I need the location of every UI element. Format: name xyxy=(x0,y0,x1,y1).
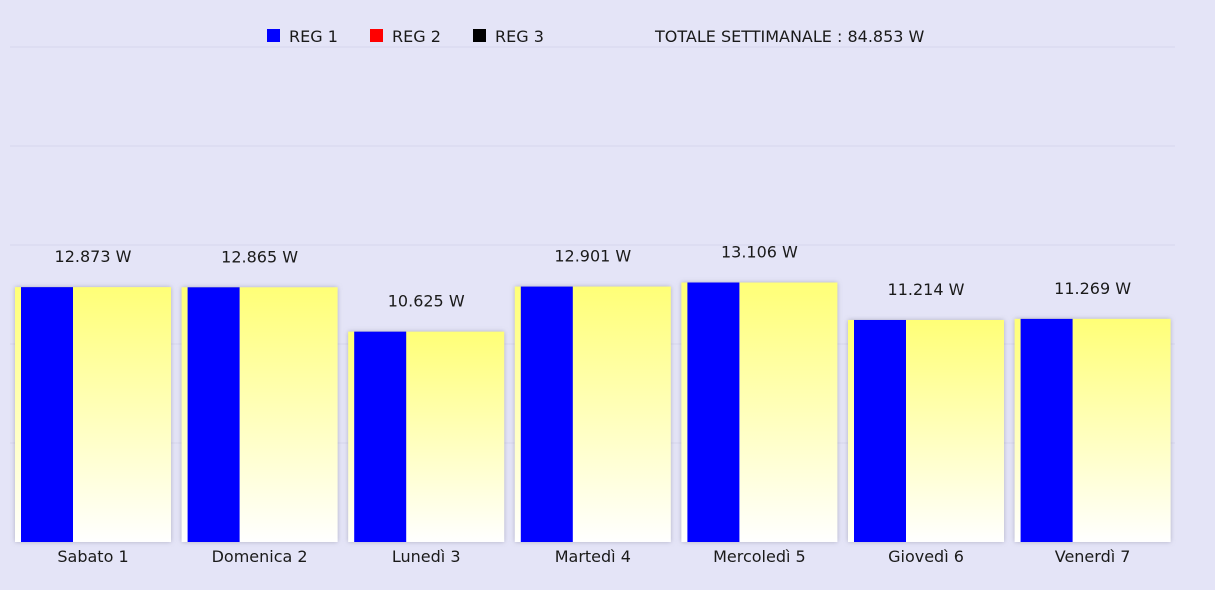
bar-value-label: 11.269 W xyxy=(1054,279,1131,298)
category-label: Mercoledì 5 xyxy=(713,547,806,566)
category-label: Venerdì 7 xyxy=(1055,547,1131,566)
legend-swatch xyxy=(473,29,486,42)
category-label: Lunedì 3 xyxy=(392,547,461,566)
bar-group: 12.873 W Sabato 1 xyxy=(15,247,171,566)
reg1-bar xyxy=(354,331,407,542)
bar-value-label: 10.625 W xyxy=(388,292,465,311)
category-label: Sabato 1 xyxy=(57,547,128,566)
category-label: Giovedì 6 xyxy=(888,547,964,566)
legend-swatch xyxy=(370,29,383,42)
legend-item: REG 2 xyxy=(370,27,441,46)
legend-swatch xyxy=(267,29,280,42)
weekly-total-label: TOTALE SETTIMANALE : 84.853 W xyxy=(654,27,925,46)
bar-value-label: 12.901 W xyxy=(554,247,631,266)
legend-item: REG 1 xyxy=(267,27,338,46)
reg1-bar xyxy=(687,282,740,542)
legend-label: REG 3 xyxy=(495,27,544,46)
reg1-bar xyxy=(21,287,73,542)
legend-item: REG 3 xyxy=(473,27,544,46)
bar-group: 12.901 W Martedì 4 xyxy=(514,247,671,566)
reg1-bar xyxy=(187,287,240,542)
reg1-bar xyxy=(854,319,906,542)
bar-group: 11.214 W Giovedì 6 xyxy=(848,280,1004,566)
bar-value-label: 12.873 W xyxy=(55,247,132,266)
bars: 12.873 W Sabato 1 12.865 W Domenica 2 10.625… xyxy=(15,243,1171,566)
legend: REG 1 REG 2 REG 3 xyxy=(267,27,544,46)
category-label: Domenica 2 xyxy=(212,547,308,566)
category-label: Martedì 4 xyxy=(555,547,631,566)
bar-group: 13.106 W Mercoledì 5 xyxy=(681,243,838,566)
bar-group: 12.865 W Domenica 2 xyxy=(181,247,338,566)
bar-group: 10.625 W Lunedì 3 xyxy=(348,292,505,566)
bar-value-label: 13.106 W xyxy=(721,243,798,262)
bar-value-label: 12.865 W xyxy=(221,247,298,266)
legend-label: REG 2 xyxy=(392,27,441,46)
reg1-bar xyxy=(520,286,573,542)
bar-group: 11.269 W Venerdì 7 xyxy=(1014,279,1171,566)
bar-value-label: 11.214 W xyxy=(888,280,965,299)
reg1-bar xyxy=(1020,318,1073,542)
legend-label: REG 1 xyxy=(289,27,338,46)
